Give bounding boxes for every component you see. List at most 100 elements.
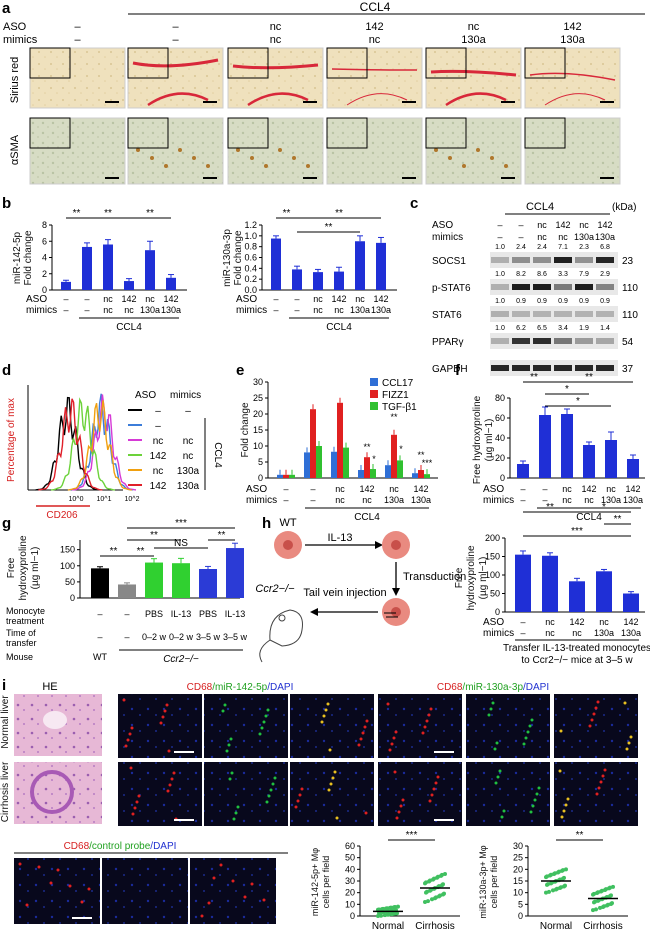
panel-label-a: a [2,0,11,17]
cell-signal [594,706,598,710]
fluorescence-image [118,762,202,826]
cell-signal [133,806,137,810]
collagen-fiber [346,93,408,106]
y-tick-label: 0 [500,473,505,483]
cell-signal [250,882,254,886]
blot-band [575,365,593,371]
panel-label-i: i [2,677,6,694]
data-point [599,889,603,894]
fluorescence-image [554,694,638,758]
asma-stain [292,156,296,160]
aso-value: 142 [625,484,640,494]
category-label: Cirrhosis [415,921,454,932]
bar [424,474,430,478]
band-kda: 23 [622,256,634,267]
c-aso-value: 142 [555,220,570,230]
bar [355,241,365,290]
cell-signal [364,811,368,815]
legend-swatch [370,402,378,410]
c-mimics-value: – [497,232,502,242]
time-value: – [124,632,129,642]
mimics-value: – [63,305,68,315]
cell-signal [137,794,141,798]
e-ylabel: Fold change [240,402,251,457]
cell-signal [130,726,134,730]
data-point [379,913,383,918]
data-point [601,905,605,910]
cell-signal [559,729,563,733]
band-quant: 3.4 [558,325,568,332]
ccr2-mouse-label: Ccr2−/− [255,583,295,595]
band-name: SOCS1 [432,256,466,267]
cell-signal [260,726,264,730]
i-ylabel2-0: cells per field [321,856,331,909]
cell-signal [207,901,211,905]
data-point [549,881,553,886]
collagen-fiber [147,92,209,107]
cell-signal [223,703,227,707]
y-tick-label: 0 [70,593,75,603]
sig-label: ** [576,830,584,841]
sig-label: ** [546,502,554,513]
aso-row-label: ASO [246,484,267,495]
sig-label: ** [146,208,154,219]
band-quant: 3.3 [558,271,568,278]
blot-band [491,257,509,263]
y-tick-label: 20 [253,409,263,419]
cell-signal [363,725,367,729]
sig-label: * [372,454,376,464]
sig-label: ** [283,208,291,219]
inset-box [524,47,566,79]
cell-signal [236,805,240,809]
band-quant: 0.9 [558,298,568,305]
blot-band [554,365,572,371]
band-quant: 0.9 [537,298,547,305]
data-point [554,887,558,892]
column-mimics-0: – [74,34,81,46]
i-ylabel-0: miR-142-5p+ Mφ [310,848,320,916]
asma-stain [206,164,210,168]
bar [310,409,316,478]
mimics-value: – [273,305,278,315]
c-aso-value: – [497,220,502,230]
asma-image [29,117,126,185]
bar [391,434,397,478]
ccl4-group-label: CCL4 [354,512,380,523]
inset-box [227,117,269,149]
y-tick-label: 8 [42,220,47,230]
legend-aso: ASO [135,390,156,401]
y-tick-label: 0.4 [244,263,257,273]
data-point [388,905,392,910]
cell-signal [394,730,398,734]
cell-signal [229,737,233,741]
cell-signal [429,707,433,711]
legend-aso-value: 142 [150,481,167,492]
asma-stain [164,164,168,168]
bar [292,269,302,290]
aso-value: 142 [359,484,374,494]
sig-label: ** [325,222,333,233]
mimics-value: 130a [384,495,404,505]
data-point [564,867,568,872]
y-tick-label: 100 [60,561,75,571]
cell-signal [159,721,163,725]
cell-signal [265,800,269,804]
inset-box [127,47,169,79]
bar [569,581,585,612]
band-quant: 0.9 [579,298,589,305]
mimics-value: nc [362,495,372,505]
g-ylabel1: Free [6,557,17,578]
legend-aso-value: nc [153,466,164,477]
cell-signal [625,747,629,751]
bar [124,281,134,290]
blot-band [512,257,530,263]
sirius-red-image [29,47,126,109]
panel-label-c: c [410,195,418,212]
y-tick-label: 200 [485,533,500,543]
inset-box [326,117,368,149]
mimics-value: – [310,495,315,505]
y-tick-label: 50 [65,577,75,587]
panel-label-e: e [236,362,244,379]
g-ylabel2: hydroxyproline [18,535,29,600]
